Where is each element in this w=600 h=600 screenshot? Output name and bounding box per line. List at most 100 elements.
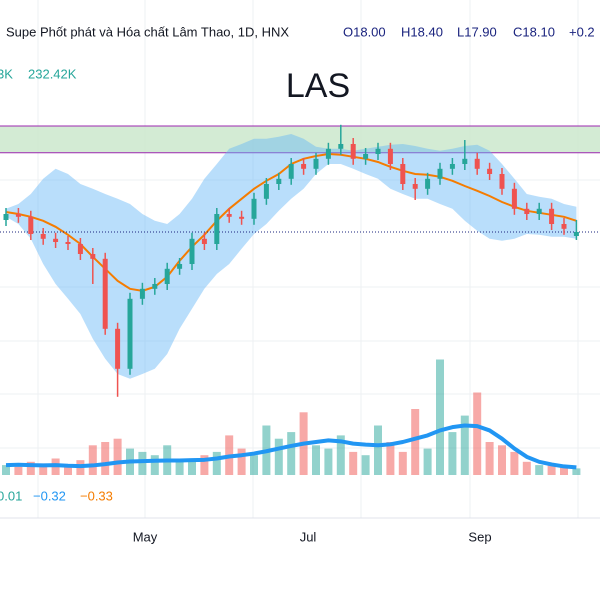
volume-bar — [386, 442, 395, 475]
candle-body — [437, 168, 443, 179]
candle-body — [474, 158, 480, 169]
volume-bar — [448, 432, 457, 475]
candle-body — [338, 144, 344, 149]
volume-bar — [560, 466, 568, 475]
candle-body — [462, 158, 468, 164]
watermark: LAS — [286, 67, 350, 105]
candle-body — [511, 188, 517, 209]
volume-bar — [113, 438, 122, 475]
ohlc-open: O18.00 — [343, 24, 386, 39]
plot — [0, 124, 600, 475]
x-tick-label: May — [133, 529, 158, 544]
candle-body — [189, 238, 195, 264]
volume-bar — [175, 458, 184, 475]
candle-body — [177, 264, 183, 269]
volume-bar — [138, 451, 147, 475]
x-tick-label: Sep — [468, 529, 491, 544]
candle-body — [412, 184, 418, 189]
volume-bar — [26, 461, 35, 475]
candle-body — [251, 198, 257, 219]
indicator-legend: 0.01 — [0, 488, 22, 503]
candle-body — [375, 148, 381, 154]
volume-bar — [485, 442, 494, 475]
candle-body — [425, 178, 431, 189]
candle-body — [65, 242, 71, 244]
volume-bar — [237, 448, 246, 475]
volume-bar — [39, 463, 48, 475]
volume-legend: 3K — [0, 66, 13, 81]
volume-bar — [349, 451, 358, 475]
volume-bar — [150, 455, 159, 475]
volume-bar — [535, 465, 544, 475]
candle-body — [239, 216, 245, 219]
candle-body — [201, 238, 207, 244]
volume-bar — [2, 465, 10, 475]
volume-bar — [88, 445, 97, 475]
candle-body — [102, 258, 108, 329]
volume-bar — [64, 465, 72, 475]
candle-body — [350, 144, 356, 159]
candle-body — [325, 148, 331, 159]
volume-ma — [5, 423, 577, 470]
candle-body — [127, 298, 133, 369]
bollinger-band — [6, 134, 577, 379]
volume-bar — [398, 451, 407, 475]
candle-body — [214, 214, 220, 244]
volume-bar — [572, 468, 581, 475]
candle-body — [139, 288, 145, 299]
volume-bar — [336, 435, 345, 475]
ohlc-high: H18.40 — [401, 24, 443, 39]
zone — [0, 126, 600, 153]
volume-bar — [274, 438, 283, 475]
volume-bar — [498, 445, 506, 475]
candle-body — [524, 208, 530, 214]
ohlc-close: C18.10 — [513, 24, 555, 39]
volume-bar — [188, 461, 196, 475]
candle-body — [40, 234, 46, 239]
candle-body — [387, 148, 393, 164]
candle-body — [301, 164, 307, 169]
candle-body — [487, 168, 493, 174]
candle-body — [561, 224, 567, 229]
volume-bar — [361, 455, 370, 475]
candle-body — [3, 214, 9, 220]
candle-body — [77, 244, 83, 254]
volume-bar — [287, 432, 296, 475]
candle-body — [363, 154, 369, 159]
indicator-legend: −0.33 — [80, 488, 113, 503]
volume-bar — [324, 448, 333, 475]
volume-bar — [436, 359, 444, 475]
candle-body — [226, 214, 232, 217]
ohlc-low: L17.90 — [457, 24, 497, 39]
candle-body — [549, 208, 555, 224]
candle-body — [90, 254, 96, 259]
candle-body — [28, 216, 34, 234]
volume-bar — [101, 442, 110, 475]
candle-body — [313, 158, 319, 169]
volume-bar — [212, 451, 221, 475]
x-tick-label: Jul — [300, 529, 317, 544]
candle-body — [400, 164, 406, 184]
volume-ma-legend: 232.42K — [28, 66, 77, 81]
candle-body — [152, 284, 158, 289]
chart-title: Supe Phốt phát và Hóa chất Lâm Thao, 1D,… — [6, 24, 289, 39]
candle-body — [15, 214, 21, 217]
candle-body — [164, 268, 170, 284]
candle-body — [263, 184, 269, 199]
candle-body — [115, 328, 121, 369]
volume-bar — [374, 425, 382, 475]
volume-bar — [510, 451, 519, 475]
volume-bar — [411, 409, 420, 475]
ohlc-change: +0.2 — [569, 24, 595, 39]
volume-bar — [460, 415, 469, 475]
volume-bar — [547, 463, 556, 475]
volume-bar — [312, 445, 320, 475]
candle-body — [536, 208, 542, 214]
volume-bar — [14, 466, 23, 475]
candle-body — [288, 164, 294, 179]
candle-body — [449, 164, 455, 169]
indicator-legend: −0.32 — [33, 488, 66, 503]
candle-body — [276, 178, 282, 184]
